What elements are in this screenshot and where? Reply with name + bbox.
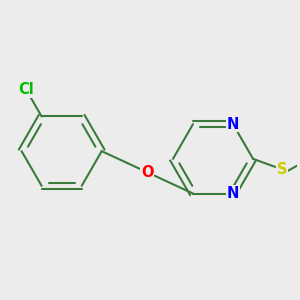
Text: Cl: Cl xyxy=(19,82,34,98)
Text: O: O xyxy=(141,165,154,180)
Text: N: N xyxy=(227,117,239,132)
Text: N: N xyxy=(227,186,239,201)
Text: S: S xyxy=(277,162,287,177)
